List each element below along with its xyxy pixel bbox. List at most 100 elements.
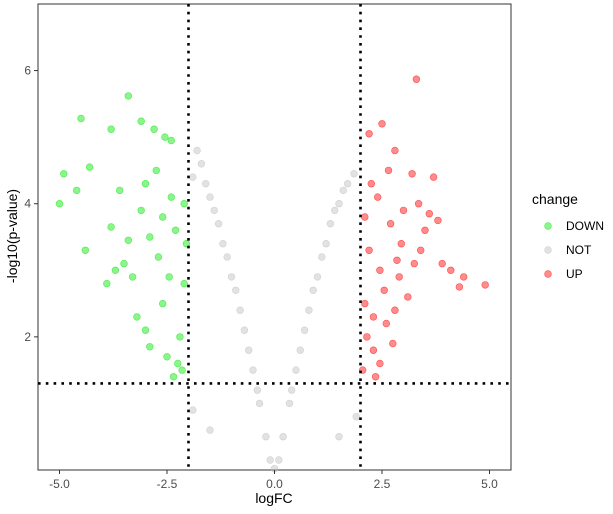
data-point-not	[309, 286, 317, 294]
data-point-up	[382, 319, 390, 328]
data-point-down	[146, 343, 154, 351]
data-point-not	[279, 433, 287, 441]
legend-title: change	[532, 191, 578, 207]
data-point-up	[438, 259, 446, 268]
data-point-down	[165, 273, 173, 281]
data-point-not	[219, 240, 227, 248]
data-point-not	[313, 273, 322, 281]
data-point-up	[369, 346, 378, 354]
data-point-not	[193, 146, 201, 155]
data-point-not	[350, 170, 358, 178]
data-point-up	[367, 180, 375, 188]
x-tick-label: 0.0	[266, 477, 283, 491]
data-point-not	[300, 326, 309, 334]
data-point-down	[133, 313, 141, 321]
data-point-down	[169, 373, 178, 381]
data-point-not	[326, 220, 335, 228]
legend-key-not	[544, 246, 552, 254]
data-point-not	[240, 326, 249, 334]
y-tick-label: 2	[24, 330, 31, 344]
data-point-down	[128, 273, 137, 281]
data-point-not	[343, 180, 352, 188]
data-point-not	[210, 206, 219, 215]
data-point-up	[434, 216, 442, 225]
y-tick-label: 6	[24, 64, 31, 78]
data-point-up	[414, 200, 423, 208]
data-point-down	[167, 136, 176, 145]
data-point-down	[111, 266, 120, 274]
data-point-up	[455, 283, 464, 291]
data-point-not	[189, 406, 197, 414]
legend-label-down: DOWN	[566, 219, 604, 233]
data-point-up	[376, 359, 384, 368]
data-point-up	[397, 240, 405, 248]
data-point-up	[460, 273, 468, 281]
data-point-up	[365, 130, 373, 138]
data-point-not	[206, 426, 214, 434]
data-point-down	[81, 246, 90, 255]
data-point-down	[77, 114, 85, 123]
legend: change DOWN NOT UP	[532, 191, 604, 281]
data-point-not	[197, 160, 206, 168]
data-point-down	[150, 125, 158, 133]
data-point-down	[161, 133, 169, 141]
data-point-up	[376, 266, 384, 274]
data-point-down	[137, 117, 145, 125]
data-point-up	[447, 266, 455, 274]
data-point-not	[227, 273, 236, 281]
data-point-down	[146, 233, 154, 241]
data-point-not	[232, 286, 240, 294]
data-point-not	[245, 346, 253, 354]
data-point-down	[176, 333, 184, 341]
data-point-down	[159, 299, 167, 308]
legend-key-down	[544, 222, 552, 230]
data-point-not	[292, 366, 300, 374]
x-tick-label: -5.0	[49, 477, 70, 491]
data-point-up	[425, 210, 433, 218]
data-point-down	[141, 180, 150, 188]
data-point-up	[399, 206, 408, 215]
data-point-up	[417, 246, 425, 255]
data-point-not	[288, 386, 296, 394]
data-point-up	[393, 256, 401, 264]
data-point-up	[391, 146, 399, 155]
data-point-up	[386, 220, 395, 228]
x-tick-label: 2.5	[374, 477, 391, 491]
data-point-up	[371, 373, 380, 381]
data-point-down	[171, 226, 180, 235]
data-point-not	[206, 193, 214, 201]
data-point-not	[255, 399, 264, 408]
data-point-not	[236, 306, 244, 314]
data-point-up	[384, 166, 393, 175]
data-point-down	[107, 223, 115, 231]
data-point-up	[378, 120, 386, 128]
x-axis-title: logFC	[255, 490, 292, 506]
data-point-not	[202, 180, 210, 188]
y-tick-label: 4	[24, 197, 31, 211]
data-point-up	[421, 226, 429, 235]
data-point-down	[124, 92, 133, 100]
data-point-down	[163, 353, 171, 361]
data-point-down	[159, 213, 167, 221]
data-point-down	[154, 253, 163, 261]
data-point-down	[178, 366, 186, 374]
data-point-up	[361, 213, 369, 221]
data-point-down	[180, 279, 188, 288]
data-point-up	[363, 333, 371, 341]
data-point-up	[380, 286, 388, 294]
data-point-up	[391, 306, 399, 314]
data-point-up	[374, 193, 382, 201]
data-point-not	[331, 206, 339, 215]
x-tick-label: 5.0	[481, 477, 498, 491]
data-point-not	[275, 456, 283, 464]
data-point-not	[189, 173, 197, 181]
data-point-down	[180, 200, 188, 208]
data-point-down	[174, 359, 182, 368]
data-point-down	[55, 200, 64, 208]
data-point-not	[249, 366, 257, 374]
data-point-down	[103, 279, 111, 288]
data-point-up	[395, 273, 403, 281]
data-point-up	[410, 259, 418, 268]
data-point-down	[115, 186, 124, 195]
